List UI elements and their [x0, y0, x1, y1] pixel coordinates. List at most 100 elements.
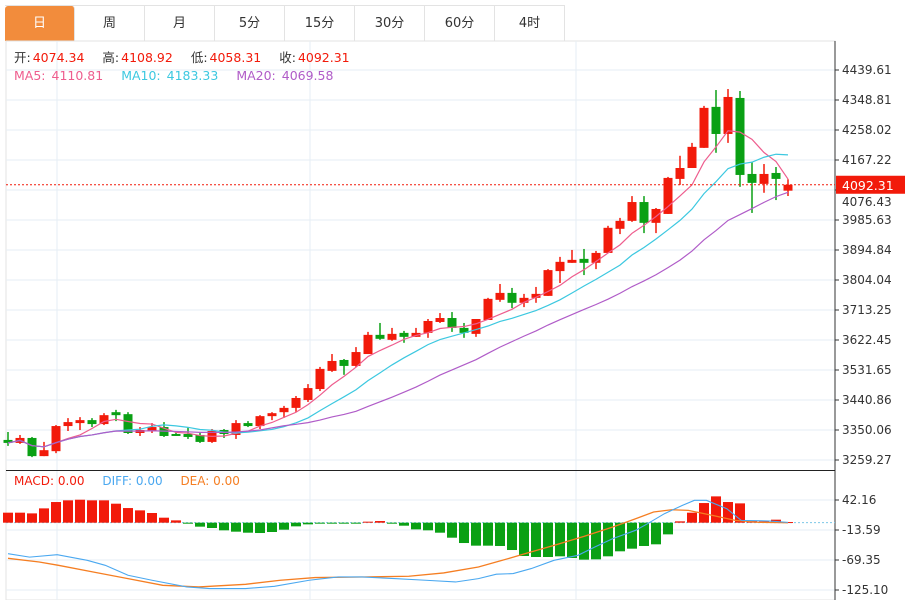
macd-header: MACD: 0.00 DIFF: 0.00 DEA: 0.00	[14, 474, 242, 489]
candle-body	[327, 360, 337, 371]
macd-bar	[579, 522, 589, 560]
candle	[723, 89, 733, 143]
candle	[447, 312, 457, 332]
macd-bar	[471, 522, 481, 546]
candle	[75, 417, 85, 431]
macd-bar	[723, 502, 733, 523]
candle	[687, 142, 697, 169]
tab-4[interactable]: 15分	[285, 6, 355, 41]
candle	[363, 331, 373, 355]
price-tick-label: 3894.84	[842, 243, 892, 257]
price-tick-label: 3804.04	[842, 273, 892, 287]
candle	[567, 249, 577, 263]
candle	[39, 441, 49, 457]
price-tick-label: 3713.25	[842, 303, 892, 317]
macd-bar	[171, 520, 181, 523]
tab-2[interactable]: 月	[145, 6, 215, 41]
candle	[495, 283, 505, 302]
candle	[51, 425, 61, 454]
candle	[555, 256, 565, 283]
macd-bar	[687, 512, 697, 523]
macd-bar	[711, 496, 721, 523]
candle	[507, 287, 517, 309]
candle	[459, 322, 469, 338]
price-tick-label: 4439.61	[842, 63, 892, 77]
candle	[675, 155, 685, 185]
candle-body	[627, 202, 637, 221]
tab-6[interactable]: 60分	[425, 6, 495, 41]
macd-bar	[699, 503, 709, 523]
candle-body	[459, 327, 469, 333]
candle	[327, 354, 337, 372]
candle	[195, 432, 205, 443]
candle	[351, 347, 361, 367]
macd-bar	[183, 522, 193, 524]
low-label: 低:	[190, 50, 208, 65]
candle	[303, 384, 313, 402]
macd-bar	[99, 500, 109, 523]
macd-bar	[639, 522, 649, 546]
macd-bar	[207, 522, 217, 529]
candle	[603, 225, 613, 253]
macd-bar	[291, 522, 301, 527]
candle	[735, 91, 745, 187]
close-label: 收:	[279, 50, 296, 65]
candle	[315, 366, 325, 392]
candle	[27, 436, 37, 458]
candle-body	[591, 252, 601, 263]
candle-body	[483, 298, 493, 320]
macd-bar	[3, 512, 13, 523]
tab-1[interactable]: 周	[75, 6, 145, 41]
ma5-line	[7, 130, 789, 448]
candle-body	[291, 397, 301, 408]
open-value: 4074.34	[32, 50, 85, 65]
macd-bar	[27, 513, 37, 523]
price-tick-label: 3259.27	[842, 453, 892, 467]
macd-bar	[423, 522, 433, 531]
candle-body	[711, 106, 721, 134]
candle	[471, 319, 481, 337]
macd-tick-label: -69.35	[842, 553, 881, 567]
candle-body	[399, 332, 409, 337]
tab-3[interactable]: 5分	[215, 6, 285, 41]
macd-bar	[411, 522, 421, 530]
price-tick-label: 3350.06	[842, 423, 892, 437]
macd-bar	[603, 522, 613, 557]
candle	[435, 313, 445, 323]
candle-body	[567, 259, 577, 263]
candle	[627, 196, 637, 222]
macd-tick-label: -13.59	[842, 523, 881, 537]
candle-body	[63, 422, 73, 427]
candle-body	[735, 97, 745, 175]
ma10-line	[7, 153, 789, 448]
macd-bar	[531, 522, 541, 558]
candle	[399, 330, 409, 343]
candle-body	[147, 427, 157, 432]
dea-line	[7, 509, 789, 588]
macd-bar	[495, 522, 505, 546]
ma20-label: MA20:	[236, 68, 276, 83]
macd-bar	[435, 522, 445, 533]
macd-bar	[651, 522, 661, 545]
candle	[279, 405, 289, 418]
tab-7[interactable]: 4时	[495, 6, 565, 41]
last-price-badge	[836, 175, 905, 194]
macd-bar	[375, 521, 385, 523]
macd-bar	[483, 522, 493, 546]
tab-0[interactable]: 日	[5, 6, 75, 41]
macd-bar	[627, 522, 637, 549]
candle	[639, 196, 649, 234]
candle-body	[75, 420, 85, 424]
macd-bar	[135, 510, 145, 523]
macd-bar	[615, 522, 625, 552]
tab-5[interactable]: 30分	[355, 6, 425, 41]
ma5-label: MA5:	[14, 68, 46, 83]
candle	[339, 358, 349, 375]
macd-bar	[279, 522, 289, 530]
candle	[231, 420, 241, 439]
candle	[519, 293, 529, 308]
macd-bar	[195, 522, 205, 527]
candle	[267, 412, 277, 421]
candle	[291, 395, 301, 412]
